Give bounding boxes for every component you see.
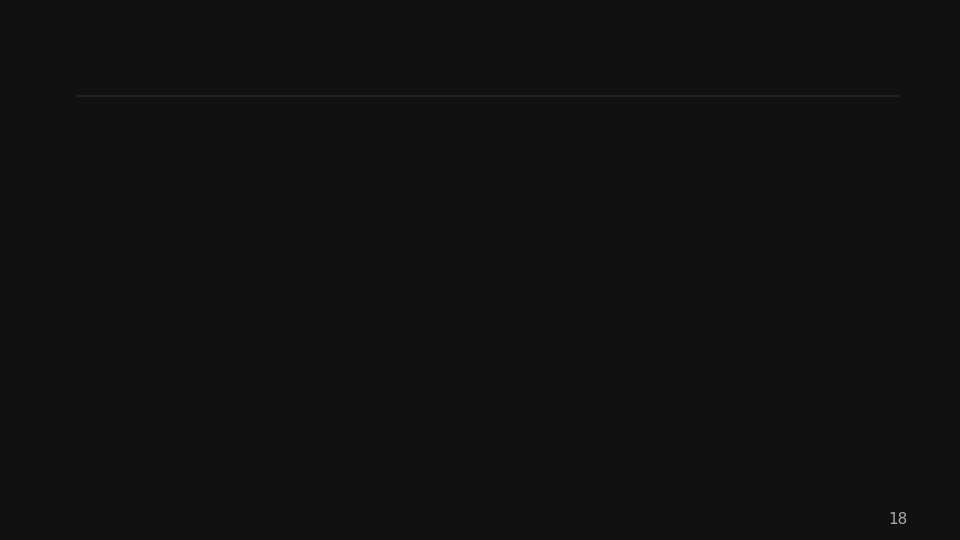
Text: Greater of:: Greater of:	[189, 320, 324, 344]
Text: NOW a 3: NOW a 3	[104, 228, 225, 252]
Text: limit, if above threshold:: limit, if above threshold:	[243, 228, 602, 252]
Text: 18: 18	[888, 511, 907, 526]
Text: W-2 Wage and Capital Limit: W-2 Wage and Capital Limit	[94, 48, 499, 76]
Text: 1.  QBI x 20%: 1. QBI x 20%	[142, 126, 313, 150]
Text: (W-2 wages? UBIA?  Last year = pages 17-23): (W-2 wages? UBIA? Last year = pages 17-2…	[121, 456, 695, 480]
Text: 3.  W-2 wage and capital limit:: 3. W-2 wage and capital limit:	[142, 281, 524, 305]
Text: 50% of W-2 wages, or: 50% of W-2 wages, or	[189, 359, 464, 383]
Text: P. 76: P. 76	[690, 48, 746, 72]
Text: rd: rd	[227, 217, 247, 235]
Text: 2.  Taxable income x 20%: 2. Taxable income x 20%	[142, 177, 463, 200]
Text: 25% of W-2 wages, plus 2.5% of the UBIA: 25% of W-2 wages, plus 2.5% of the UBIA	[189, 397, 710, 422]
